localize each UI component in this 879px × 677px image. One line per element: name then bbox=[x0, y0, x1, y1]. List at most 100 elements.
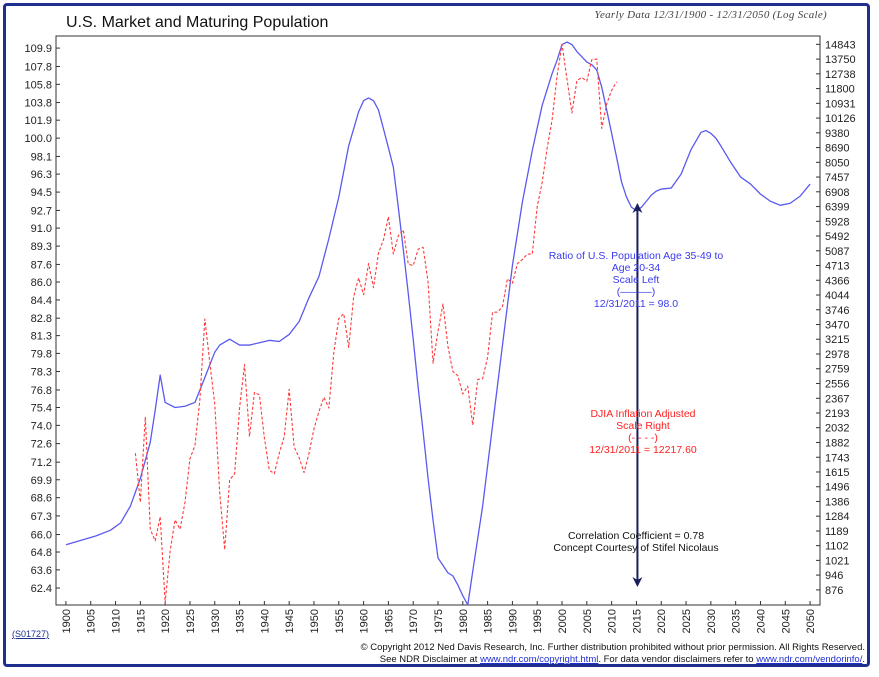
right-tick-label: 10126 bbox=[825, 113, 856, 125]
x-tick-label: 2045 bbox=[780, 609, 792, 633]
x-tick-label: 2015 bbox=[631, 609, 643, 633]
left-tick-label: 64.8 bbox=[31, 547, 52, 559]
copyright-line: © Copyright 2012 Ned Davis Research, Inc… bbox=[360, 642, 865, 653]
x-tick-label: 1960 bbox=[359, 609, 371, 633]
correlation-text: Correlation Coefficient = 0.78 bbox=[567, 530, 705, 542]
left-tick-label: 101.9 bbox=[24, 115, 52, 127]
x-tick-label: 1920 bbox=[160, 609, 172, 633]
right-tick-label: 6908 bbox=[825, 187, 849, 199]
x-tick-label: 1910 bbox=[111, 609, 123, 633]
disclaimer-line: See NDR Disclaimer at www.ndr.com/copyri… bbox=[361, 654, 865, 666]
disclaimer-prefix: See NDR Disclaimer at bbox=[379, 654, 481, 665]
x-tick-label: 1930 bbox=[210, 609, 222, 633]
x-tick-label: 2010 bbox=[607, 609, 619, 633]
djia-legend-value: 12/31/2011 = 12217.60 bbox=[589, 444, 697, 456]
right-tick-label: 1615 bbox=[825, 467, 849, 479]
x-tick-label: 1945 bbox=[284, 609, 296, 633]
left-tick-label: 94.5 bbox=[31, 187, 52, 199]
right-tick-label: 3470 bbox=[825, 320, 849, 332]
x-tick-label: 1990 bbox=[507, 609, 519, 633]
x-tick-label: 1965 bbox=[383, 609, 395, 633]
left-tick-label: 82.8 bbox=[31, 313, 52, 325]
chart-subtitle: Yearly Data 12/31/1900 - 12/31/2050 (Log… bbox=[594, 9, 827, 21]
right-tick-label: 11800 bbox=[825, 84, 855, 96]
x-tick-label: 1900 bbox=[61, 609, 73, 633]
x-tick-label: 2000 bbox=[557, 609, 569, 633]
x-tick-label: 1955 bbox=[334, 609, 346, 633]
right-tick-label: 2759 bbox=[825, 364, 849, 376]
djia-legend: DJIA Inflation Adjusted Scale Right (- -… bbox=[578, 408, 708, 456]
left-tick-label: 76.8 bbox=[31, 385, 52, 397]
right-tick-label: 1189 bbox=[825, 526, 849, 538]
disclaimer-mid: . For data vendor disclaimers refer to bbox=[598, 654, 757, 665]
x-tick-label: 2050 bbox=[805, 609, 817, 633]
right-tick-label: 13750 bbox=[825, 54, 856, 66]
x-tick-label: 2025 bbox=[681, 609, 693, 633]
left-tick-label: 96.3 bbox=[31, 169, 52, 181]
chart-code-link[interactable]: (S01727) bbox=[12, 629, 50, 639]
x-tick-label: 2005 bbox=[582, 609, 594, 633]
population-legend: Ratio of U.S. Population Age 35-49 to Ag… bbox=[548, 250, 724, 310]
vendor-info-link[interactable]: www.ndr.com/vendorinfo/ bbox=[756, 654, 863, 665]
left-tick-label: 66.0 bbox=[31, 530, 52, 542]
copyright-link[interactable]: www.ndr.com/copyright.html bbox=[480, 654, 599, 665]
x-tick-label: 1995 bbox=[532, 609, 544, 633]
x-tick-label: 1905 bbox=[86, 609, 98, 633]
right-tick-label: 14843 bbox=[825, 39, 856, 51]
x-tick-label: 2035 bbox=[731, 609, 743, 633]
right-tick-label: 2978 bbox=[825, 349, 849, 361]
x-tick-label: 1985 bbox=[483, 609, 495, 633]
left-tick-label: 91.0 bbox=[31, 223, 52, 235]
plot-area bbox=[55, 35, 821, 606]
population-ratio-line bbox=[65, 41, 811, 606]
right-tick-label: 1882 bbox=[825, 437, 849, 449]
population-legend-value: 12/31/2011 = 98.0 bbox=[593, 298, 679, 310]
left-tick-label: 71.2 bbox=[31, 457, 52, 469]
right-tick-label: 1386 bbox=[825, 496, 849, 508]
djia-legend-scale: Scale Right bbox=[616, 420, 670, 432]
right-tick-label: 1496 bbox=[825, 482, 849, 494]
left-tick-label: 98.1 bbox=[31, 151, 52, 163]
right-tick-label: 876 bbox=[825, 585, 843, 597]
correlation-note: Correlation Coefficient = 0.78 Concept C… bbox=[552, 530, 720, 554]
x-tick-label: 2030 bbox=[706, 609, 718, 633]
left-tick-label: 79.8 bbox=[31, 348, 52, 360]
right-tick-label: 4366 bbox=[825, 275, 849, 287]
population-legend-line: (———) bbox=[616, 286, 656, 298]
chart-title: U.S. Market and Maturing Population bbox=[66, 14, 329, 31]
left-tick-label: 105.8 bbox=[24, 79, 52, 91]
left-tick-label: 100.0 bbox=[24, 133, 52, 145]
left-tick-label: 81.3 bbox=[31, 331, 52, 343]
left-tick-label: 84.4 bbox=[31, 295, 52, 307]
left-tick-label: 92.7 bbox=[31, 205, 52, 217]
right-tick-label: 1102 bbox=[825, 541, 849, 553]
left-tick-label: 78.3 bbox=[31, 366, 52, 378]
left-tick-label: 62.4 bbox=[31, 583, 52, 595]
right-tick-label: 1743 bbox=[825, 452, 849, 464]
left-tick-label: 109.9 bbox=[24, 43, 52, 55]
left-tick-label: 89.3 bbox=[31, 241, 52, 253]
djia-legend-line: (- - - -) bbox=[628, 432, 658, 444]
x-tick-label: 1925 bbox=[185, 609, 197, 633]
right-tick-label: 3746 bbox=[825, 305, 849, 317]
x-tick-label: 1940 bbox=[259, 609, 271, 633]
right-tick-label: 7457 bbox=[825, 172, 849, 184]
right-tick-label: 2367 bbox=[825, 393, 849, 405]
left-tick-label: 69.9 bbox=[31, 475, 52, 487]
right-tick-label: 2193 bbox=[825, 408, 849, 420]
left-tick-label: 86.0 bbox=[31, 277, 52, 289]
djia-legend-title: DJIA Inflation Adjusted bbox=[590, 408, 696, 420]
left-tick-label: 74.0 bbox=[31, 420, 52, 432]
left-tick-label: 75.4 bbox=[31, 403, 52, 415]
x-tick-label: 1935 bbox=[235, 609, 247, 633]
left-tick-label: 63.6 bbox=[31, 565, 52, 577]
x-tick-label: 2040 bbox=[755, 609, 767, 633]
disclaimer-suffix: . bbox=[862, 654, 865, 665]
population-legend-scale: Scale Left bbox=[612, 274, 660, 286]
right-tick-label: 6399 bbox=[825, 202, 849, 214]
x-tick-label: 1915 bbox=[135, 609, 147, 633]
right-tick-label: 4713 bbox=[825, 261, 849, 273]
x-tick-label: 1950 bbox=[309, 609, 321, 633]
right-tick-label: 5087 bbox=[825, 246, 849, 258]
